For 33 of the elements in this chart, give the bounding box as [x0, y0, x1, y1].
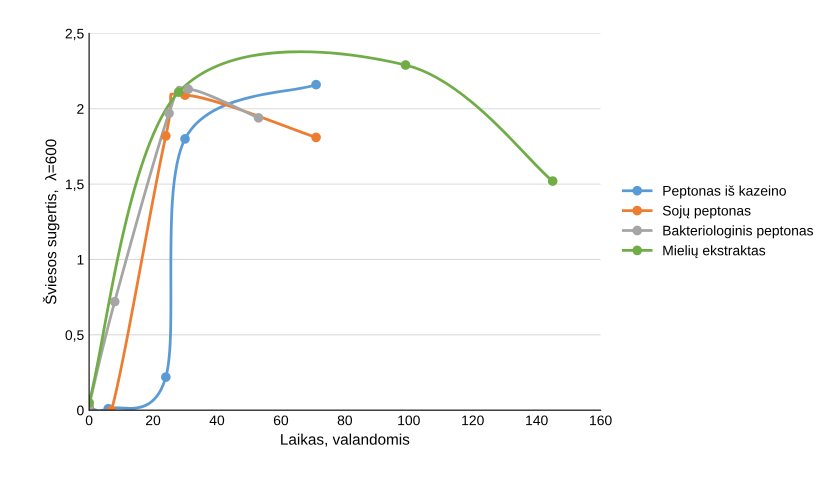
- y-tick-label: 0,5: [65, 330, 84, 342]
- point: [311, 132, 321, 142]
- y-tick-label: 2: [77, 104, 84, 114]
- legend-label: Bakteriologinis peptonas: [663, 225, 814, 238]
- point: [164, 108, 174, 118]
- point: [254, 112, 264, 123]
- point: [174, 87, 184, 98]
- legend-label: Sojų peptonas: [662, 205, 751, 218]
- y-tick-label: 2,5: [66, 28, 84, 40]
- x-tick-label: 20: [146, 415, 160, 426]
- x-axis-title: Laikas, valandomis: [281, 434, 410, 447]
- x-tick-label: 100: [398, 415, 420, 426]
- x-tick-label: 140: [526, 415, 548, 426]
- x-tick-label: 0: [86, 415, 92, 426]
- y-tick-label: 1,5: [66, 180, 84, 191]
- y-tick-label: 0: [77, 406, 84, 416]
- point: [311, 80, 321, 90]
- x-tick-label: 120: [462, 415, 484, 426]
- x-tick-label: 80: [338, 415, 352, 426]
- legend-label: Mielių ekstraktas: [663, 245, 766, 258]
- point: [400, 60, 410, 70]
- point: [548, 176, 558, 186]
- x-tick-label: 160: [590, 415, 612, 426]
- y-axis-title: Šviesos sugertis, λ=600: [42, 139, 60, 304]
- x-tick-label: 60: [274, 415, 288, 426]
- legend-label: Peptonas iš kazeino: [663, 185, 786, 198]
- x-tick-label: 40: [210, 415, 224, 426]
- point: [183, 84, 194, 94]
- point: [110, 296, 120, 307]
- y-tick-label: 1: [78, 254, 84, 265]
- point: [160, 131, 171, 141]
- point: [160, 372, 171, 382]
- point: [180, 134, 190, 144]
